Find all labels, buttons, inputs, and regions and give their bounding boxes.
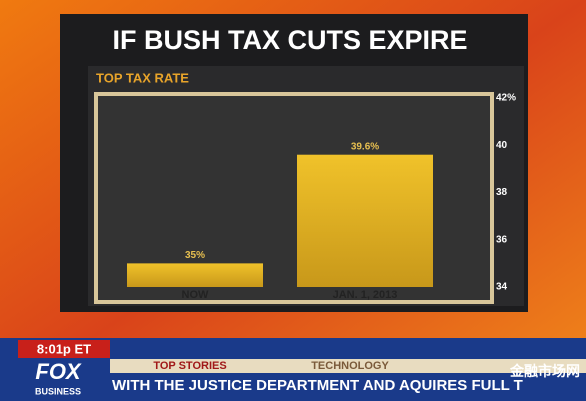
value-label: 39.6% [351,141,379,152]
crawl: WITH THE JUSTICE DEPARTMENT AND AQUIRES … [112,377,523,394]
time: 8:01p ET [37,341,91,356]
x-tick-label: NOW [182,289,210,301]
chart-title: IF BUSH TAX CUTS EXPIRE [112,25,467,55]
network-logo: FOX [35,359,82,384]
chart-subtitle: TOP TAX RATE [96,70,189,85]
y-tick-label: 40 [496,140,508,151]
tab-strip [110,359,586,373]
y-tick-label: 38 [496,187,508,198]
tab: TOP STORIES [153,360,226,372]
y-tick-label: 42% [496,93,516,104]
network-sub: BUSINESS [35,386,81,396]
time-box [18,340,110,358]
bar [297,154,433,287]
x-tick-label: JAN. 1, 2013 [333,289,398,301]
value-label: 35% [185,250,205,261]
y-tick-label: 34 [496,282,508,293]
y-tick-label: 36 [496,234,508,245]
watermark: 金融市场网 [509,363,580,380]
tab: TECHNOLOGY [311,360,389,372]
bar [127,263,263,287]
